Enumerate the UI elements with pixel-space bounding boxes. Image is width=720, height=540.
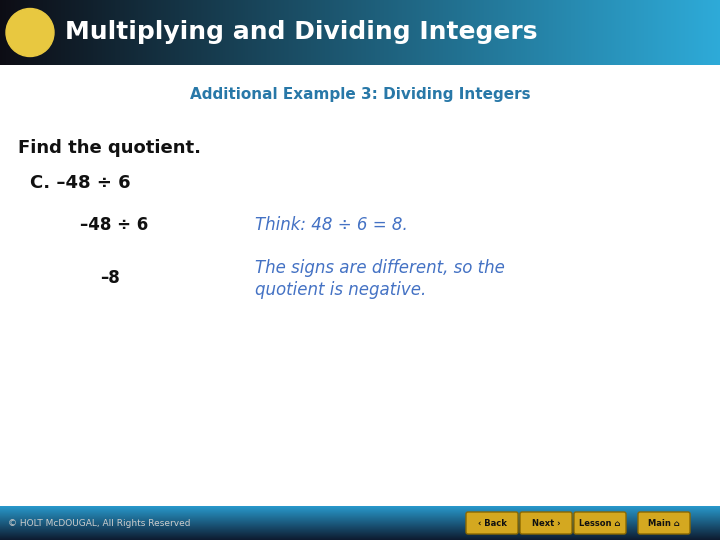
Text: Main ⌂: Main ⌂ (648, 518, 680, 528)
FancyBboxPatch shape (520, 512, 572, 534)
Text: –8: –8 (100, 269, 120, 287)
Text: The signs are different, so the: The signs are different, so the (255, 259, 505, 277)
Text: ‹ Back: ‹ Back (477, 518, 506, 528)
Text: Additional Example 3: Dividing Integers: Additional Example 3: Dividing Integers (189, 87, 531, 103)
FancyBboxPatch shape (638, 512, 690, 534)
Text: Lesson ⌂: Lesson ⌂ (580, 518, 621, 528)
Text: –48 ÷ 6: –48 ÷ 6 (80, 216, 148, 234)
FancyBboxPatch shape (574, 512, 626, 534)
Circle shape (6, 9, 54, 57)
Text: quotient is negative.: quotient is negative. (255, 281, 426, 299)
Text: Find the quotient.: Find the quotient. (18, 139, 201, 157)
Text: C. –48 ÷ 6: C. –48 ÷ 6 (30, 174, 130, 192)
Text: Multiplying and Dividing Integers: Multiplying and Dividing Integers (65, 21, 538, 44)
FancyBboxPatch shape (466, 512, 518, 534)
Text: Next ›: Next › (532, 518, 560, 528)
Text: © HOLT McDOUGAL, All Rights Reserved: © HOLT McDOUGAL, All Rights Reserved (8, 518, 191, 528)
Text: Think: 48 ÷ 6 = 8.: Think: 48 ÷ 6 = 8. (255, 216, 408, 234)
